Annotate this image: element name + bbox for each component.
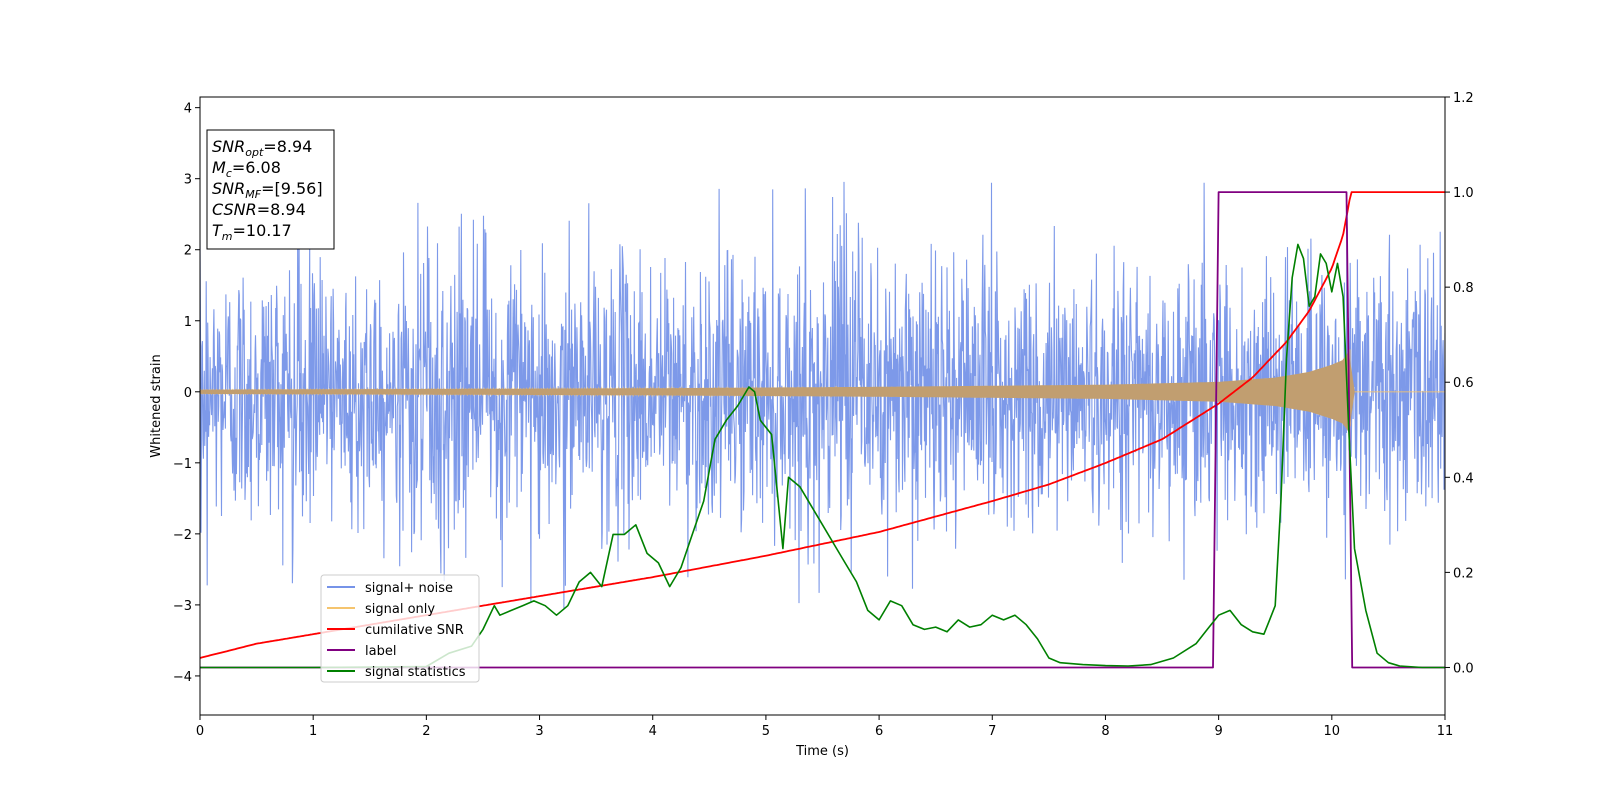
x-tick-label: 3 bbox=[535, 724, 543, 739]
y-tick-label: 3 bbox=[184, 173, 192, 188]
y2-tick-label: 0.4 bbox=[1453, 471, 1474, 486]
y-tick-label: 0 bbox=[184, 386, 192, 401]
y-tick-label: −3 bbox=[173, 599, 192, 614]
legend-label: signal statistics bbox=[365, 665, 466, 680]
info-line: SNRopt=8.94 bbox=[212, 137, 312, 159]
y2-tick-label: 0.0 bbox=[1453, 661, 1474, 676]
info-line: Tm=10.17 bbox=[212, 221, 292, 243]
info-box-frame bbox=[206, 129, 335, 250]
legend-label: signal only bbox=[365, 602, 435, 617]
legend: signal+ noise signal only cumilative SNR la… bbox=[320, 574, 480, 683]
info-subscript: m bbox=[222, 230, 233, 243]
info-line: SNRMF=[9.56] bbox=[212, 179, 323, 201]
series-label bbox=[200, 191, 1445, 669]
x-tick-label: 6 bbox=[875, 724, 883, 739]
x-tick-label: 0 bbox=[196, 724, 204, 739]
x-tick-label: 7 bbox=[988, 724, 996, 739]
x-tick-label: 1 bbox=[309, 724, 317, 739]
info-line: Mc=6.08 bbox=[212, 158, 281, 180]
y2-tick-label: 0.8 bbox=[1453, 281, 1474, 296]
info-line: CSNR=8.94 bbox=[212, 200, 306, 219]
info-value: =8.94 bbox=[263, 137, 312, 156]
legend-label: signal+ noise bbox=[365, 581, 453, 596]
x-tick-label: 5 bbox=[762, 724, 770, 739]
info-subscript: c bbox=[226, 167, 232, 180]
y-tick-label: 4 bbox=[184, 102, 192, 117]
x-tick-label: 10 bbox=[1324, 724, 1341, 739]
x-tick-label: 8 bbox=[1101, 724, 1109, 739]
info-subscript: opt bbox=[245, 146, 264, 159]
info-subscript: MF bbox=[245, 188, 261, 201]
info-symbol: M bbox=[212, 158, 226, 177]
y2-tick-label: 0.2 bbox=[1453, 566, 1474, 581]
y-tick-label: 2 bbox=[184, 244, 192, 259]
info-value: =8.94 bbox=[257, 200, 306, 219]
y2-tick-label: 1.0 bbox=[1453, 186, 1474, 201]
info-value: =6.08 bbox=[232, 158, 281, 177]
info-symbol: T bbox=[212, 221, 223, 240]
y-tick-label: −4 bbox=[173, 670, 192, 685]
series-signal-statistics bbox=[200, 243, 1445, 669]
legend-label: cumilative SNR bbox=[365, 623, 464, 638]
info-value: =[9.56] bbox=[261, 179, 323, 198]
x-axis-title: Time (s) bbox=[795, 744, 849, 759]
legend-label: label bbox=[365, 644, 396, 659]
info-symbol: SNR bbox=[212, 179, 245, 198]
y-axis-title: Whitened strain bbox=[149, 354, 164, 457]
info-value: =10.17 bbox=[233, 221, 292, 240]
y2-tick-label: 1.2 bbox=[1453, 91, 1474, 106]
x-tick-label: 2 bbox=[422, 724, 430, 739]
y-tick-label: 1 bbox=[184, 315, 192, 330]
plot-frame bbox=[199, 96, 1446, 716]
y-tick-label: −1 bbox=[173, 457, 192, 472]
x-tick-label: 4 bbox=[649, 724, 657, 739]
info-box: SNRopt=8.94Mc=6.08SNRMF=[9.56]CSNR=8.94T… bbox=[206, 129, 335, 250]
y2-tick-label: 0.6 bbox=[1453, 376, 1474, 391]
x-tick-label: 9 bbox=[1214, 724, 1222, 739]
legend-frame bbox=[320, 574, 480, 683]
info-symbol: SNR bbox=[212, 137, 245, 156]
x-tick-label: 11 bbox=[1437, 724, 1454, 739]
info-symbol: CSNR bbox=[212, 200, 257, 219]
series-signal-only-envelope bbox=[200, 351, 1445, 432]
y-tick-label: −2 bbox=[173, 528, 192, 543]
axes: 0 1 2 3 4 5 6 7 8 9 10 11 −4 −3 −2 −1 0 1 2 3 4 0.0 0.2 0.4 0.6 0… bbox=[173, 91, 1474, 739]
